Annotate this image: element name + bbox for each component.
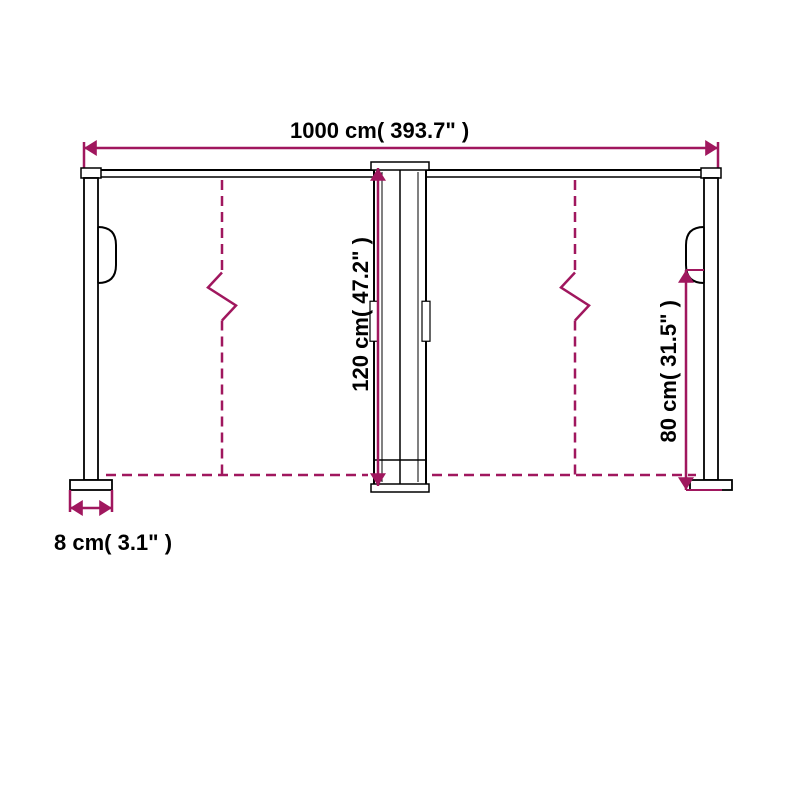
dimension-diagram: 1000 cm( 393.7" ) 120 cm( 47.2" ) 80 cm(… xyxy=(0,0,800,800)
height-dimension-label: 120 cm( 47.2" ) xyxy=(348,237,374,392)
width-dimension-label: 1000 cm( 393.7" ) xyxy=(290,118,469,144)
post-height-dimension-label: 80 cm( 31.5" ) xyxy=(656,300,682,443)
base-width-dimension-label: 8 cm( 3.1" ) xyxy=(54,530,172,556)
